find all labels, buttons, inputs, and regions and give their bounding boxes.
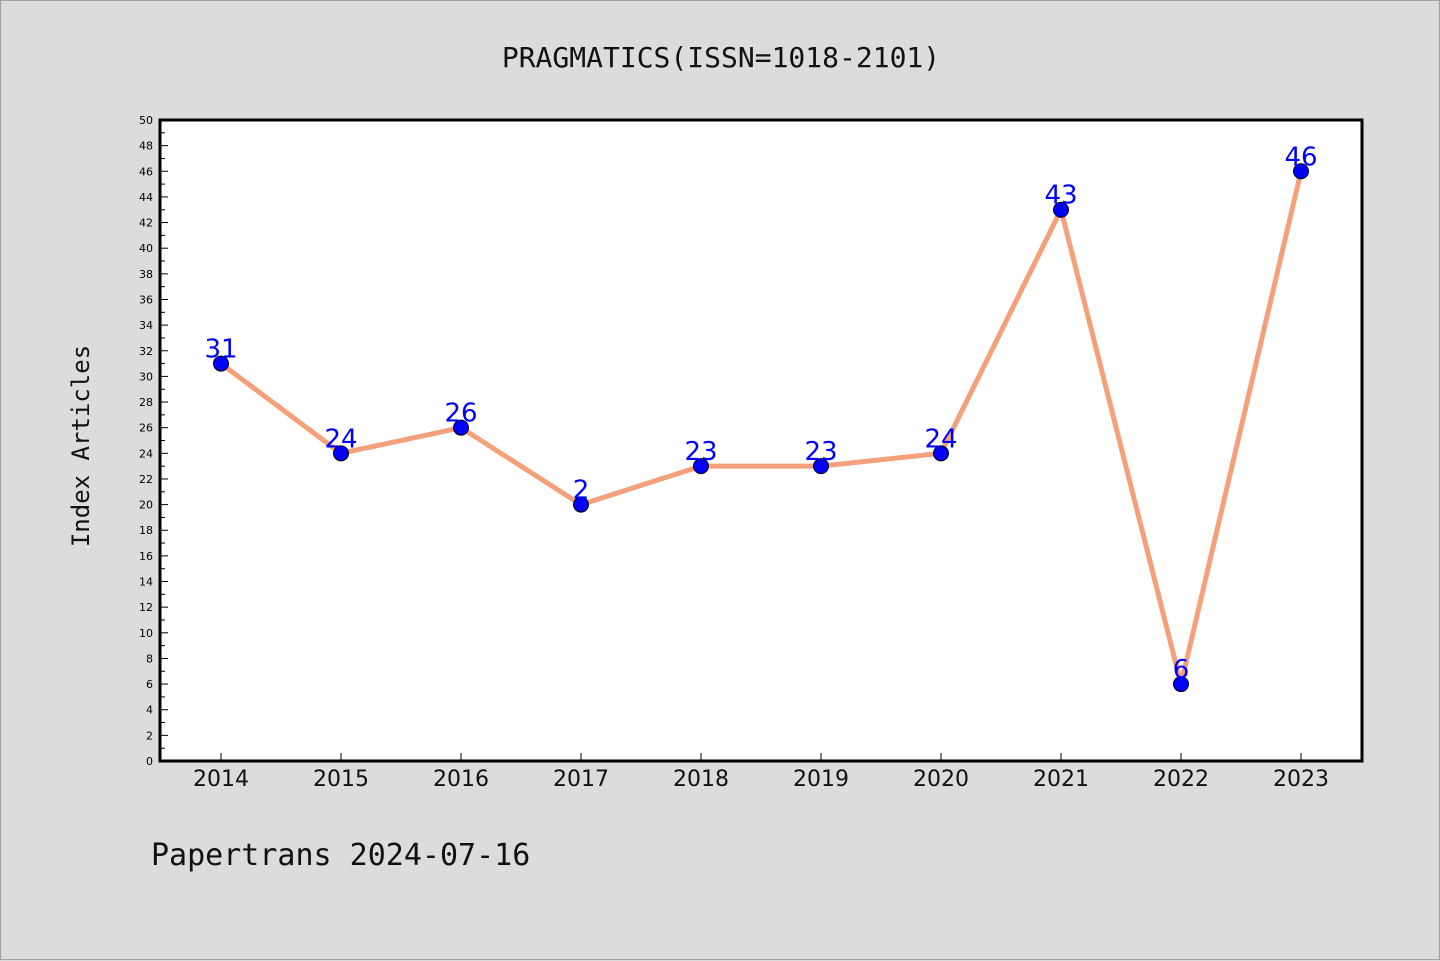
x-tick-label: 2018 [673,767,729,792]
y-tick-label: 4 [146,704,153,717]
y-tick-label: 32 [139,345,153,358]
y-tick-label: 14 [139,576,153,589]
y-tick-label: 8 [146,652,153,665]
series-line [218,168,1304,687]
data-point [933,445,949,462]
y-tick-label: 30 [139,370,153,383]
y-tick-label: 50 [139,114,153,127]
y-tick-label: 36 [139,293,153,306]
data-point [453,419,469,436]
y-tick-label: 34 [139,319,153,332]
x-tick-label: 2023 [1273,767,1329,792]
data-label: 26 [444,399,477,429]
y-tick-label: 20 [139,499,153,512]
plot-area [160,120,1362,761]
y-tick-label: 0 [146,755,153,768]
y-tick-label: 40 [139,242,153,255]
y-tick-label: 10 [139,627,153,640]
y-tick-label: 28 [139,396,153,409]
y-tick-label: 42 [139,217,153,230]
x-tick-label: 2021 [1033,767,1089,792]
x-tick-label: 2017 [553,767,609,792]
data-point [333,445,349,462]
y-tick-label: 18 [139,524,153,537]
data-point [1293,163,1309,180]
data-label: 23 [804,437,837,467]
x-tick-label: 2022 [1153,767,1209,792]
y-tick-label: 6 [146,678,153,691]
y-axis-label: Index Articles [67,345,95,547]
series-line-group [218,168,1304,687]
plot-border [158,118,1364,763]
chart-title: PRAGMATICS(ISSN=1018-2101) [502,41,940,74]
y-tick-label: 48 [139,140,153,153]
y-tick-label: 12 [139,601,153,614]
x-tick-label: 2016 [433,767,489,792]
x-tick-label: 2015 [313,767,369,792]
data-label: 23 [684,437,717,467]
y-tick-label: 38 [139,268,153,281]
y-tick-label: 44 [139,191,153,204]
data-point [693,458,709,475]
x-tick-label: 2014 [193,767,249,792]
y-tick-label: 26 [139,422,153,435]
marker-group [213,163,1309,693]
y-axis: 0246810121416182022242628303234363840424… [139,114,168,768]
data-label: 31 [204,335,237,365]
data-label: 2 [573,476,590,506]
data-point [1173,676,1189,693]
x-tick-label: 2020 [913,767,969,792]
data-point [1053,201,1069,218]
data-point [573,496,589,513]
data-label: 6 [1173,655,1190,685]
data-label-group: 31 24 26 2 23 23 24 43 6 46 [204,142,1317,685]
x-axis: 2014 2015 2016 2017 2018 2019 2020 2021 2022 2023 [193,753,1329,792]
data-point [213,355,229,372]
data-label: 24 [324,424,357,454]
data-label: 24 [924,424,957,454]
x-tick-label: 2019 [793,767,849,792]
y-tick-label: 22 [139,473,153,486]
data-label: 43 [1044,181,1077,211]
data-point [813,458,829,475]
y-tick-label: 2 [146,729,153,742]
y-tick-label: 46 [139,165,153,178]
y-tick-label: 24 [139,447,153,460]
footer-credit: Papertrans 2024-07-16 [151,838,530,873]
y-tick-label: 16 [139,550,153,563]
data-label: 46 [1284,142,1317,172]
